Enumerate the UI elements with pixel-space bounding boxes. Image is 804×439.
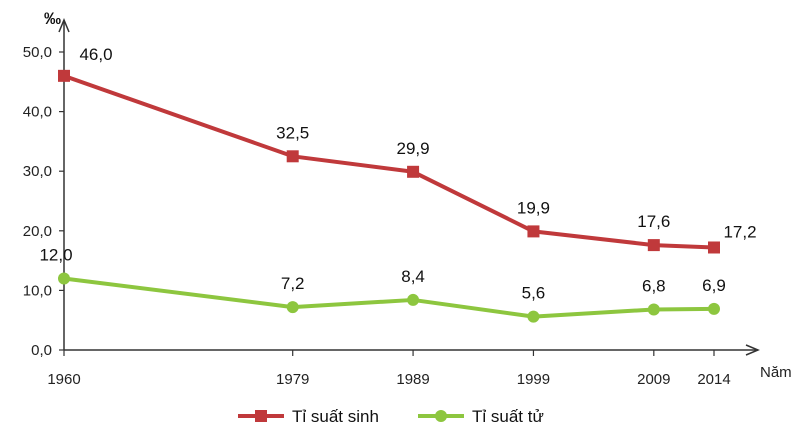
data-point: [286, 150, 299, 163]
legend: Tỉ suất sinh Tỉ suất tử: [238, 407, 544, 426]
data-label: 8,4: [401, 267, 425, 286]
data-point: [708, 241, 720, 254]
y-tick-label: 30,0: [23, 163, 52, 180]
data-label: 17,2: [723, 222, 756, 241]
x-tick-label: 1979: [276, 371, 309, 388]
data-label: 46,0: [79, 45, 112, 64]
legend-label: Tỉ suất tử: [472, 407, 544, 426]
x-axis-arrow: [745, 344, 760, 356]
axes: 0,0 10,0 20,0 30,0 40,0 50,0 1960 1979 1989 1999 2…: [23, 9, 792, 388]
data-label: 6,9: [702, 276, 726, 295]
x-tick-label: 2009: [637, 371, 670, 388]
data-label: 32,5: [276, 123, 309, 142]
data-point: [58, 69, 70, 82]
x-tick-label: 1989: [396, 371, 429, 388]
data-point: [407, 293, 420, 306]
y-axis-arrow: [58, 18, 70, 33]
data-point: [708, 302, 720, 315]
series-line-2: [63, 276, 715, 319]
legend-marker: [435, 410, 447, 422]
x-tick-label: 1960: [47, 371, 80, 388]
y-tick-label: 50,0: [23, 44, 52, 61]
data-point: [407, 165, 420, 178]
data-label: 12,0: [39, 245, 72, 264]
legend-marker: [255, 410, 267, 422]
y-tick-label: 40,0: [23, 104, 52, 121]
y-tick-label: 10,0: [23, 282, 52, 299]
data-label: 6,8: [642, 276, 666, 295]
series-line-1: [63, 73, 715, 250]
data-point: [647, 303, 660, 316]
x-axis-label: Năm: [760, 364, 792, 381]
data-point: [527, 225, 540, 238]
x-tick-label: 1999: [517, 371, 550, 388]
y-axis-label: ‰: [44, 9, 61, 28]
data-label: 17,6: [637, 212, 670, 231]
data-label: 29,9: [397, 139, 430, 158]
data-label: 19,9: [517, 198, 550, 217]
series-layer: [58, 69, 720, 323]
y-tick-label: 0,0: [31, 342, 52, 359]
data-point: [647, 239, 660, 252]
data-labels: 46,0 32,5 29,9 19,9 17,6 17,2 12,0 7,2 8,4 5,6 6,8…: [39, 45, 756, 303]
data-point: [58, 272, 70, 285]
data-point: [286, 301, 299, 314]
data-label: 7,2: [281, 274, 305, 293]
data-label: 5,6: [522, 284, 546, 303]
y-tick-label: 20,0: [23, 223, 52, 240]
data-point: [527, 310, 540, 323]
legend-label: Tỉ suất sinh: [292, 407, 379, 426]
x-tick-label: 2014: [697, 371, 730, 388]
